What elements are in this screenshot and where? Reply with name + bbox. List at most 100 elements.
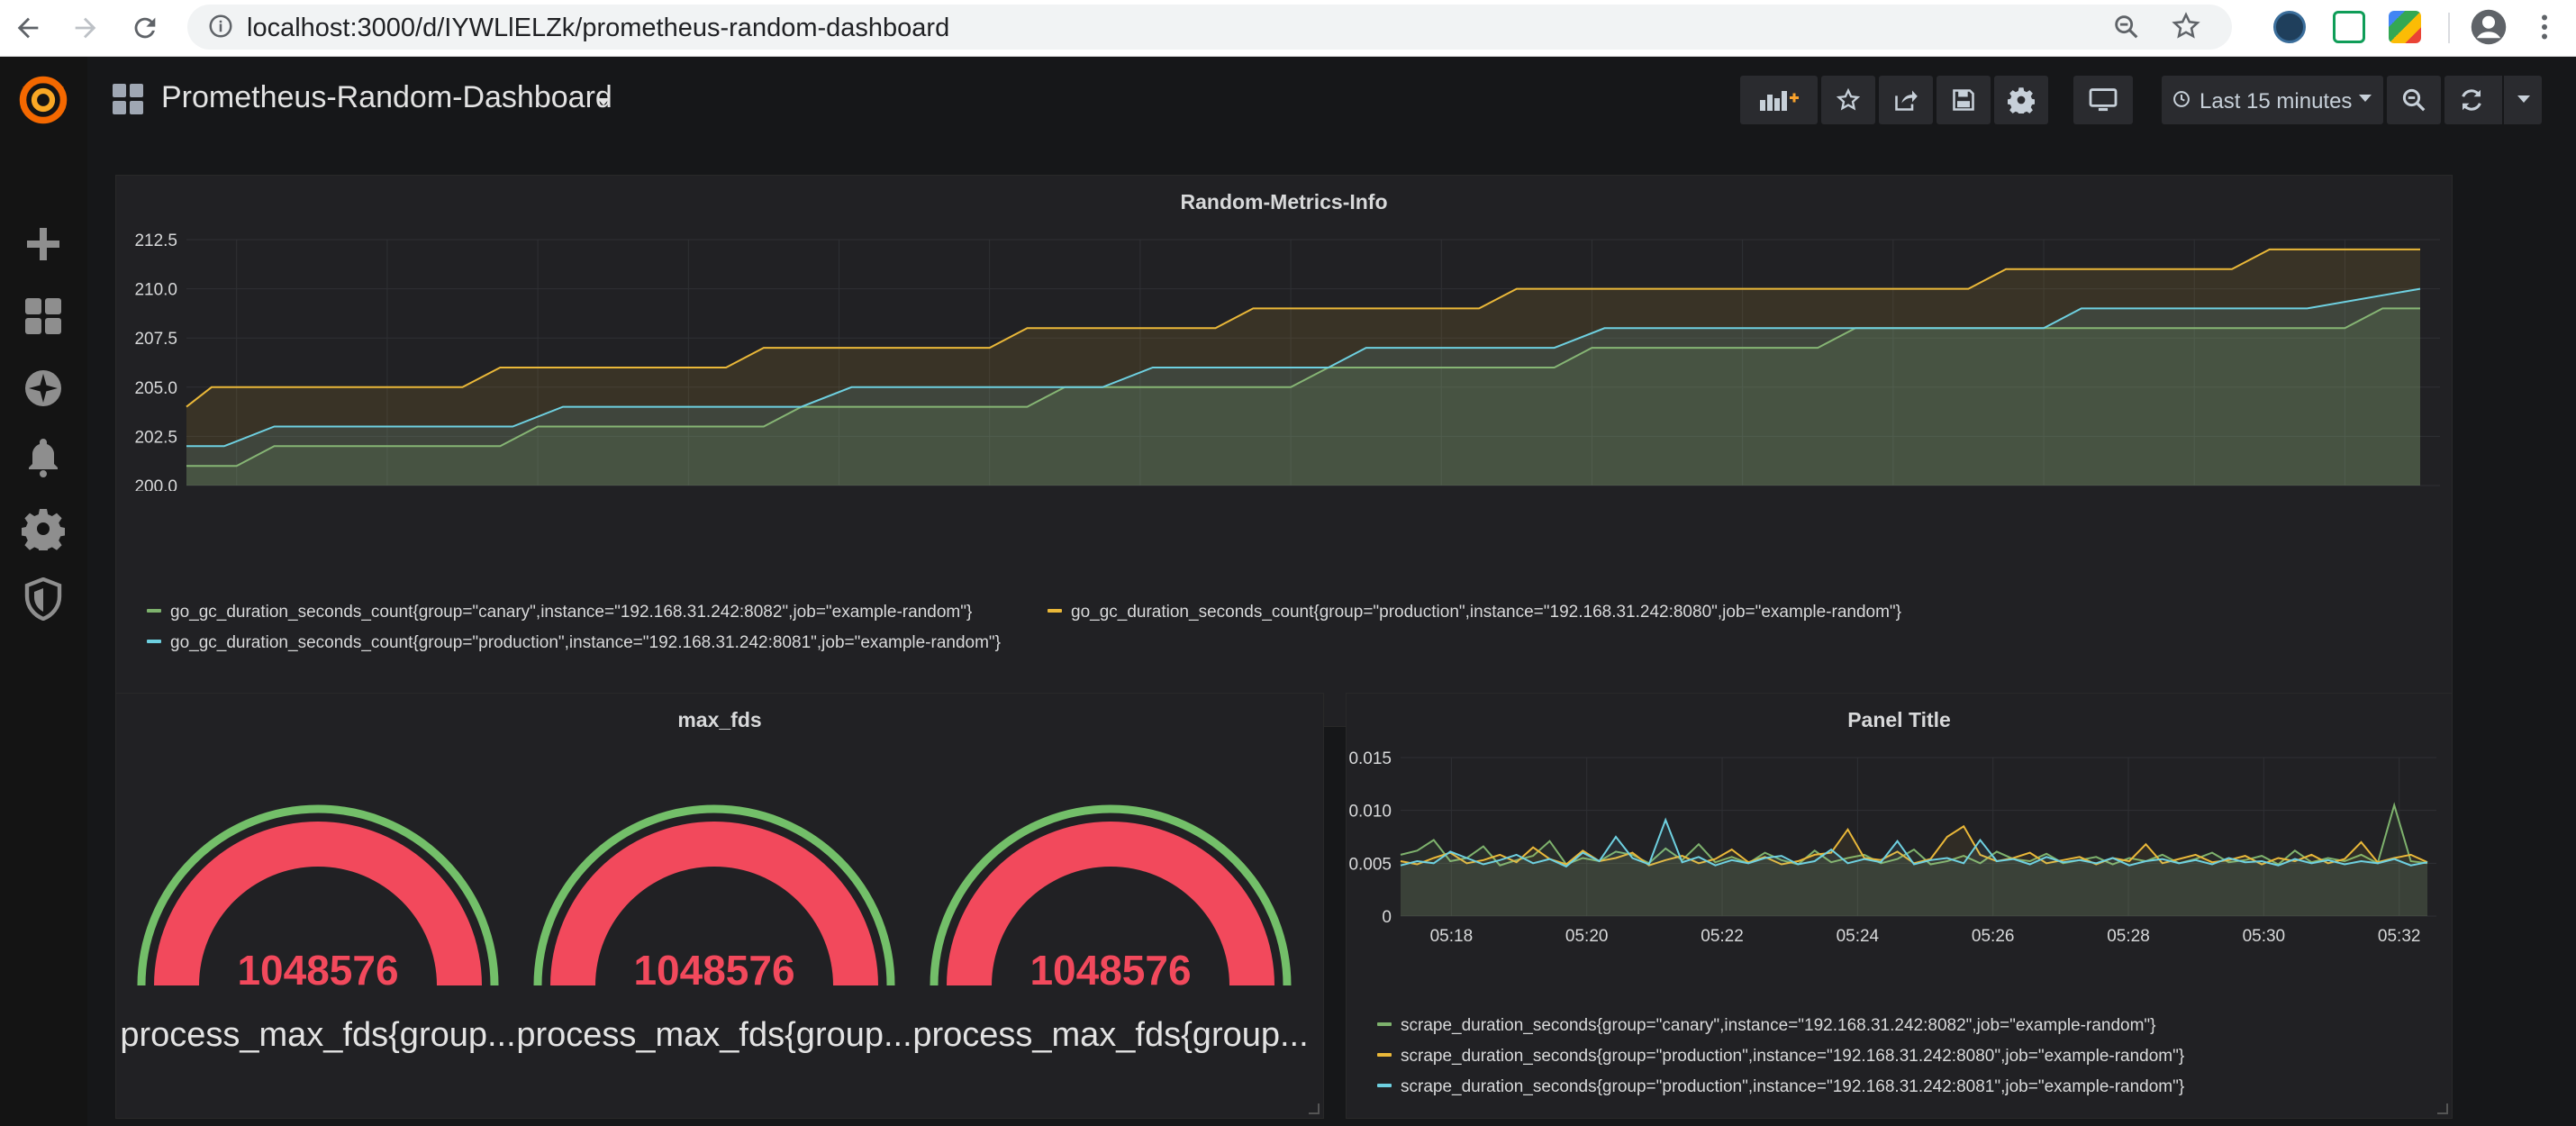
star-icon <box>1836 87 1861 111</box>
y-tick-label: 207.5 <box>134 330 177 349</box>
gear-icon[interactable] <box>22 507 65 550</box>
panel-title[interactable]: Panel Title <box>1847 708 1951 731</box>
y-tick-label: 205.0 <box>134 379 177 398</box>
x-tick-label: 05:20 <box>1565 927 1609 946</box>
panel-max-fds: max_fds 1048576 process_max_fds{group...… <box>115 693 1324 1119</box>
legend-swatch <box>1377 1052 1392 1057</box>
resize-handle[interactable] <box>1309 1103 1320 1114</box>
explore-icon[interactable] <box>22 367 65 410</box>
series-area <box>1401 804 2427 916</box>
series-line[interactable] <box>186 287 2421 448</box>
gauge-label: process_max_fds{group... <box>120 1016 516 1054</box>
reload-icon[interactable] <box>130 13 160 43</box>
y-tick-label: 210.0 <box>134 281 177 300</box>
caret-down-icon <box>2359 95 2372 102</box>
dashboard-title[interactable]: Prometheus-Random-Dashboard <box>161 80 612 114</box>
series-area <box>186 288 2420 486</box>
x-tick-label: 05:30 <box>2243 927 2286 946</box>
profile-avatar-icon[interactable] <box>2470 8 2508 46</box>
gauge: 1048576 process_max_fds{group... <box>912 795 1309 1065</box>
extension-icon[interactable] <box>2273 11 2306 43</box>
star-dashboard-button[interactable] <box>1821 76 1875 124</box>
address-bar[interactable]: localhost:3000/d/IYWLlELZk/prometheus-ra… <box>187 5 2232 50</box>
panel-title[interactable]: max_fds <box>677 708 762 731</box>
gauge-label: process_max_fds{group... <box>912 1016 1309 1054</box>
legend-label: scrape_duration_seconds{group="productio… <box>1401 1077 2185 1096</box>
time-range-label: Last 15 minutes <box>2200 89 2353 114</box>
legend-swatch <box>1377 1022 1392 1026</box>
dashboard-area: Prometheus-Random-Dashboard Last 15 minu… <box>87 57 2576 1126</box>
plus-icon[interactable] <box>22 222 65 266</box>
x-tick-label: 05:22 <box>1701 927 1744 946</box>
bookmark-star-icon[interactable] <box>2171 11 2201 41</box>
dashboards-icon <box>113 84 145 116</box>
url-text: localhost:3000/d/IYWLlELZk/prometheus-ra… <box>247 14 950 42</box>
x-tick-label: 05:28 <box>2107 927 2150 946</box>
legend-item[interactable]: scrape_duration_seconds{group="productio… <box>1377 1047 2184 1067</box>
gear-icon <box>2008 87 2035 114</box>
refresh-icon <box>2462 89 2481 111</box>
grafana-logo-icon[interactable] <box>16 73 70 127</box>
save-dashboard-button[interactable] <box>1937 76 1991 124</box>
monitor-icon <box>2089 88 2118 112</box>
series-area <box>186 308 2420 486</box>
gauge-arc <box>533 804 895 986</box>
save-icon <box>1953 89 1974 111</box>
shield-icon[interactable] <box>22 577 65 621</box>
panel-scrape-duration: Panel Title 0 0.005 0.010 0.015 05:18 05:20 05… <box>1346 693 2453 1119</box>
gauge: 1048576 process_max_fds{group... <box>516 795 912 1065</box>
zoom-out-icon <box>2402 88 2426 112</box>
alerting-bell-icon[interactable] <box>22 435 65 478</box>
y-tick-label: 200.0 <box>134 477 177 491</box>
browser-menu-icon[interactable] <box>2531 11 2558 43</box>
x-tick-label: 05:32 <box>2378 927 2421 946</box>
caret-down-icon[interactable] <box>597 98 610 105</box>
view-mode-button[interactable] <box>2073 76 2133 124</box>
legend-item[interactable]: scrape_duration_seconds{group="canary",i… <box>1377 1016 2156 1036</box>
side-menu <box>0 57 88 1126</box>
series-line[interactable] <box>1400 817 2428 868</box>
series-line[interactable] <box>186 307 2420 468</box>
legend-swatch <box>147 608 161 613</box>
extension-icon[interactable] <box>2389 11 2421 43</box>
gauge-value: 1048576 <box>1029 947 1192 994</box>
dashboard-settings-button[interactable] <box>1994 76 2048 124</box>
graph-random-metrics[interactable]: 200.0202.5205.0207.5210.0212.505:1405:15… <box>116 221 2452 491</box>
info-icon[interactable] <box>207 13 234 40</box>
zoom-out-button[interactable] <box>2387 76 2441 124</box>
time-picker-button[interactable]: Last 15 minutes <box>2162 76 2383 124</box>
caret-down-icon[interactable] <box>2517 95 2530 104</box>
resize-handle[interactable] <box>2437 1103 2448 1114</box>
legend-label: go_gc_duration_seconds_count{group="cana… <box>170 603 973 622</box>
legend-label: scrape_duration_seconds{group="canary",i… <box>1401 1016 2156 1035</box>
legend-label: go_gc_duration_seconds_count{group="prod… <box>170 633 1002 652</box>
refresh-button[interactable] <box>2444 76 2542 124</box>
y-tick-label: 0.010 <box>1348 803 1392 822</box>
dashboards-icon[interactable] <box>22 295 65 338</box>
gauge-value: 1048576 <box>633 947 795 994</box>
series-line[interactable] <box>186 248 2420 408</box>
legend-item[interactable]: go_gc_duration_seconds_count{group="prod… <box>1048 603 1901 622</box>
share-dashboard-button[interactable] <box>1879 76 1933 124</box>
series-area <box>1401 826 2427 916</box>
legend-swatch <box>1048 608 1062 613</box>
y-tick-label: 0.005 <box>1348 855 1392 874</box>
panel-title[interactable]: Random-Metrics-Info <box>1180 190 1388 213</box>
add-panel-button[interactable] <box>1740 76 1818 124</box>
legend-item[interactable]: scrape_duration_seconds{group="productio… <box>1377 1077 2184 1097</box>
legend-item[interactable]: go_gc_duration_seconds_count{group="prod… <box>147 633 1001 653</box>
y-tick-label: 0 <box>1382 908 1392 927</box>
forward-icon[interactable] <box>70 13 101 43</box>
legend-item[interactable]: go_gc_duration_seconds_count{group="cana… <box>147 603 972 622</box>
gauge-arc <box>930 804 1292 986</box>
refresh-divider <box>2502 76 2504 124</box>
browser-toolbar: localhost:3000/d/IYWLlELZk/prometheus-ra… <box>0 0 2576 57</box>
share-icon <box>1895 90 1918 111</box>
y-tick-label: 202.5 <box>134 428 177 447</box>
extension-icon[interactable] <box>2333 11 2365 43</box>
back-icon[interactable] <box>13 13 43 43</box>
gauge: 1048576 process_max_fds{group... <box>120 795 516 1065</box>
legend-swatch <box>147 639 161 643</box>
graph-scrape-duration[interactable]: 0 0.005 0.010 0.015 05:18 05:20 05:22 05:24 05:2… <box>1347 739 2452 973</box>
zoom-icon[interactable] <box>2111 12 2142 42</box>
